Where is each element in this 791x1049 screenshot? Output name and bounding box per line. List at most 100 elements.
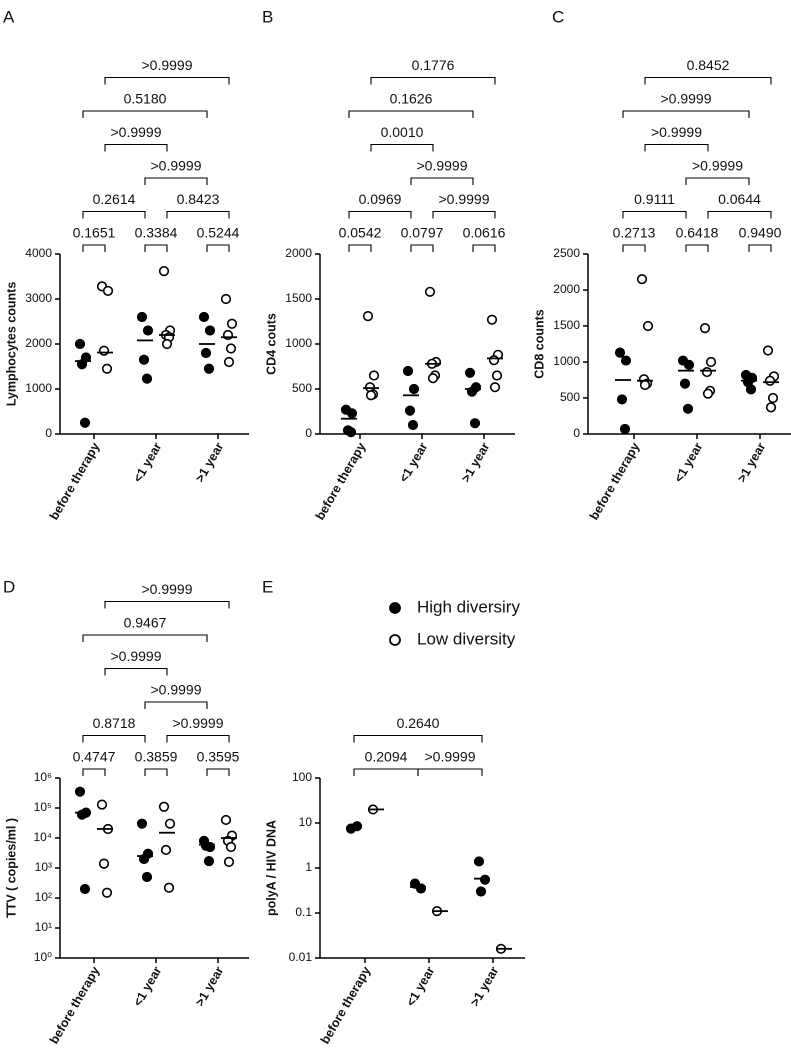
data-point <box>102 285 114 297</box>
bracket <box>144 177 208 185</box>
y-tick-label: 1000 <box>553 354 580 368</box>
bracket <box>144 768 168 776</box>
bracket <box>748 244 772 252</box>
legend-label: High diversiry <box>417 597 520 616</box>
p-value: >0.9999 <box>417 158 468 174</box>
p-value: >0.9999 <box>111 124 162 140</box>
data-point <box>362 311 374 322</box>
y-tick-label: 0 <box>305 426 312 440</box>
p-value: 0.1776 <box>412 57 455 73</box>
data-point <box>160 844 172 856</box>
x-tick-label: before therapy <box>313 440 369 522</box>
bracket <box>353 734 483 743</box>
data-point <box>163 882 175 893</box>
y-tick-label: 3000 <box>25 291 52 305</box>
p-value: >0.9999 <box>651 124 702 140</box>
data-point <box>96 799 108 810</box>
data-point <box>642 320 654 332</box>
p-value: 0.9490 <box>739 225 782 241</box>
p-value: 0.2614 <box>93 191 136 207</box>
data-point <box>351 821 363 832</box>
y-tick-label: 0.1 <box>295 905 312 919</box>
y-tick-label: 2000 <box>553 282 580 296</box>
y-axis-label: Lymphocytes counts <box>4 282 18 407</box>
x-tick-label: <1 year <box>404 964 438 1009</box>
y-axis-label: CD4 couts <box>264 313 278 375</box>
data-point <box>765 402 777 413</box>
data-point <box>220 814 232 826</box>
data-point <box>74 338 86 350</box>
bracket <box>82 210 146 219</box>
p-value: 0.0010 <box>381 124 424 140</box>
p-value: 0.3384 <box>135 225 178 241</box>
data-point <box>141 871 153 883</box>
data-point <box>368 370 380 381</box>
p-value: 0.1626 <box>390 91 433 107</box>
bracket <box>348 110 474 118</box>
bracket <box>82 244 106 252</box>
data-point <box>76 809 88 820</box>
data-point <box>200 347 212 359</box>
data-point <box>619 423 631 435</box>
x-tick-label: >1 year <box>193 964 227 1009</box>
bracket <box>370 76 496 85</box>
y-tick-label: 10¹ <box>35 920 52 934</box>
panel-label: A <box>3 7 15 26</box>
data-point <box>101 887 113 898</box>
x-tick-label: before therapy <box>318 964 374 1046</box>
y-tick-label: 10⁶ <box>34 770 52 784</box>
data-point <box>427 373 439 384</box>
data-point <box>491 370 503 381</box>
p-value: >0.9999 <box>173 715 224 731</box>
data-point <box>488 355 500 366</box>
bracket <box>104 76 230 85</box>
data-point <box>76 359 88 370</box>
bracket <box>166 734 230 743</box>
legend-label: Low diversity <box>417 629 516 648</box>
data-point <box>203 363 215 374</box>
x-tick-label: >1 year <box>735 440 769 485</box>
y-axis-label: CD8 counts <box>532 309 546 379</box>
panel-label: C <box>552 7 564 26</box>
bracket <box>472 244 496 252</box>
p-value: 0.2094 <box>365 749 408 765</box>
p-value: 0.5244 <box>197 225 240 241</box>
p-value: >0.9999 <box>439 191 490 207</box>
p-value: >0.9999 <box>151 158 202 174</box>
data-point <box>138 354 150 365</box>
data-point <box>220 293 232 305</box>
bracket <box>82 110 208 118</box>
bracket <box>206 768 230 776</box>
p-value: >0.9999 <box>142 57 193 73</box>
data-point <box>620 355 632 366</box>
p-value: >0.9999 <box>111 648 162 664</box>
y-tick-label: 2000 <box>25 336 52 350</box>
p-value: 0.0542 <box>339 225 382 241</box>
p-value: 0.2640 <box>397 715 440 731</box>
p-value: >0.9999 <box>425 749 476 765</box>
y-tick-label: 10⁴ <box>33 830 52 844</box>
data-point <box>345 427 357 438</box>
y-tick-label: 0 <box>573 426 580 440</box>
bracket <box>685 244 709 252</box>
x-tick-label: <1 year <box>131 440 165 485</box>
data-point <box>489 382 501 393</box>
data-point <box>682 403 694 414</box>
data-point <box>203 855 215 867</box>
data-point <box>486 314 498 325</box>
data-point <box>223 856 235 867</box>
bracket <box>410 177 474 185</box>
bracket <box>82 734 146 743</box>
data-point <box>614 347 626 358</box>
data-point <box>764 375 776 386</box>
bracket <box>104 600 230 609</box>
legend-marker <box>389 602 401 614</box>
data-point <box>98 345 110 356</box>
p-value: 0.8452 <box>687 57 730 73</box>
y-axis-label: TTV ( copies/ml ) <box>4 818 18 918</box>
data-point <box>402 365 414 377</box>
data-point <box>424 286 436 297</box>
data-point <box>702 388 714 399</box>
data-point <box>346 408 358 419</box>
